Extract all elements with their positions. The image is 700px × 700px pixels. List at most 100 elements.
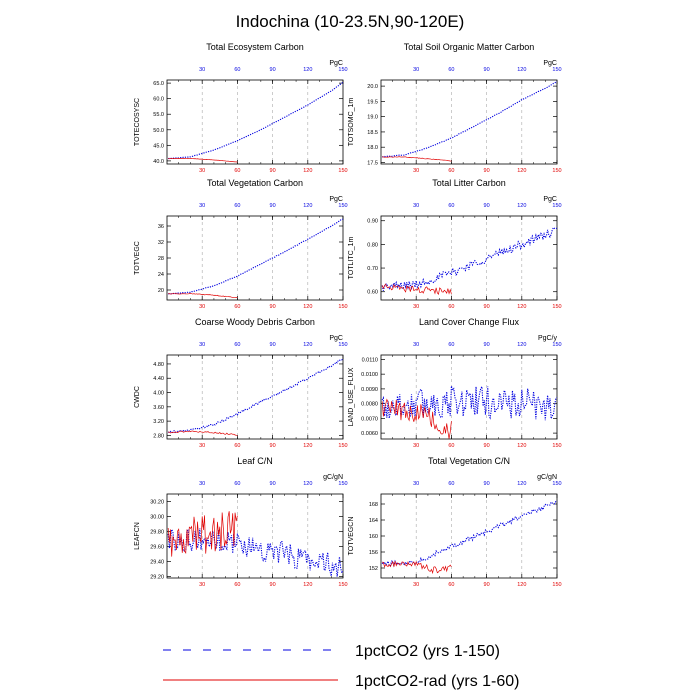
y-axis-label: CWDC (134, 386, 141, 408)
x-tick-label-top: 150 (552, 481, 561, 487)
x-tick-label-bottom: 150 (552, 168, 561, 174)
x-tick-label-bottom: 150 (552, 582, 561, 588)
unit-label: PgC/y (538, 335, 558, 342)
figure-title: Indochina (10-23.5N,90-120E) (236, 12, 465, 31)
x-tick-label-bottom: 60 (448, 304, 454, 310)
unit-label: PgC (329, 196, 343, 203)
y-axis-label: TOTECOSYSC (134, 98, 141, 146)
x-tick-label-top: 60 (234, 342, 240, 348)
x-tick-label-bottom: 120 (303, 304, 312, 310)
x-tick-label-bottom: 120 (303, 443, 312, 449)
x-tick-label-bottom: 60 (234, 304, 240, 310)
plot-frame (380, 79, 558, 165)
y-tick-label: 19.0 (367, 115, 378, 121)
legend-label-1pctCO2: 1pctCO2 (yrs 1-150) (355, 643, 500, 660)
series-line-1pctCO2 (167, 358, 343, 434)
series-line-1pctCO2-rad (168, 293, 238, 299)
y-tick-label: 50.0 (153, 128, 164, 134)
x-tick-label-top: 90 (484, 67, 490, 73)
y-tick-label: 55.0 (153, 112, 164, 118)
x-tick-label-top: 30 (413, 203, 419, 209)
x-tick-label-top: 60 (448, 67, 454, 73)
y-tick-label: 4.80 (153, 362, 164, 368)
panel-title: Total Vegetation C/N (428, 456, 510, 466)
y-tick-label: 4.00 (153, 391, 164, 397)
plot-frame (380, 493, 558, 579)
series-line-1pctCO2-rad (168, 157, 238, 163)
y-tick-label: 0.0060 (361, 431, 378, 437)
panel-totvegcn: Total Vegetation C/N gC/gN 30 30 60 60 90 90 120… (348, 456, 562, 588)
series-line-1pctCO2-rad (381, 283, 452, 295)
unit-label: PgC (543, 60, 557, 67)
panel-title: Coarse Woody Debris Carbon (195, 317, 315, 327)
x-tick-label-top: 90 (484, 481, 490, 487)
y-tick-label: 20 (158, 288, 164, 294)
x-tick-label-bottom: 30 (413, 168, 419, 174)
x-tick-label-top: 30 (413, 67, 419, 73)
x-tick-label-bottom: 60 (234, 443, 240, 449)
legend: 1pctCO2 (yrs 1-150) 1pctCO2-rad (yrs 1-6… (163, 643, 520, 690)
y-tick-label: 29.40 (150, 560, 164, 566)
x-tick-label-bottom: 90 (484, 582, 490, 588)
series-line-1pctCO2-rad (382, 560, 452, 575)
x-tick-label-top: 30 (199, 203, 205, 209)
y-tick-label: 36 (158, 224, 164, 230)
unit-label: PgC (329, 335, 343, 342)
y-tick-label: 17.5 (367, 160, 378, 166)
x-tick-label-top: 90 (270, 342, 276, 348)
x-tick-label-top: 150 (338, 342, 347, 348)
x-tick-label-bottom: 30 (413, 304, 419, 310)
series-line-1pctCO2-rad (381, 398, 452, 439)
series-line-1pctCO2-rad (168, 430, 238, 436)
plot-frame (166, 354, 344, 440)
x-tick-label-top: 30 (199, 481, 205, 487)
y-tick-label: 0.60 (367, 290, 378, 296)
x-tick-label-top: 120 (517, 481, 526, 487)
x-tick-label-top: 120 (303, 342, 312, 348)
y-axis-label: LAND_USE_FLUX (348, 367, 355, 426)
x-tick-label-top: 90 (270, 481, 276, 487)
plot-frame (380, 215, 558, 301)
y-tick-label: 4.40 (153, 376, 164, 382)
y-tick-label: 30.20 (150, 500, 164, 506)
panel-title: Land Cover Change Flux (419, 317, 520, 327)
x-tick-label-top: 60 (234, 203, 240, 209)
y-tick-label: 29.80 (150, 530, 164, 536)
x-tick-label-bottom: 30 (199, 168, 205, 174)
y-tick-label: 24 (158, 272, 164, 278)
x-tick-label-top: 60 (234, 67, 240, 73)
y-tick-label: 3.60 (153, 405, 164, 411)
y-tick-label: 30.00 (150, 515, 164, 521)
series-line-1pctCO2-rad (382, 156, 452, 162)
y-tick-label: 60.0 (153, 97, 164, 103)
x-tick-label-bottom: 60 (448, 582, 454, 588)
x-tick-label-top: 60 (448, 342, 454, 348)
x-tick-label-bottom: 90 (484, 443, 490, 449)
panel-title: Total Ecosystem Carbon (206, 42, 304, 52)
panel-cwdc: Coarse Woody Debris Carbon PgC 30 30 60 60 90 9… (134, 317, 348, 449)
plot-frame (166, 79, 344, 165)
legend-label-1pctCO2-rad: 1pctCO2-rad (yrs 1-60) (355, 673, 520, 690)
x-tick-label-bottom: 120 (517, 443, 526, 449)
panel-title: Leaf C/N (237, 456, 273, 466)
x-tick-label-bottom: 120 (303, 168, 312, 174)
x-tick-label-bottom: 120 (517, 304, 526, 310)
x-tick-label-bottom: 90 (270, 582, 276, 588)
x-tick-label-bottom: 30 (413, 582, 419, 588)
x-tick-label-bottom: 90 (270, 304, 276, 310)
y-tick-label: 40.0 (153, 159, 164, 165)
panel-title: Total Vegetation Carbon (207, 178, 303, 188)
y-tick-label: 18.0 (367, 145, 378, 151)
y-axis-label: TOTSOMC_1m (348, 98, 355, 147)
x-tick-label-top: 30 (413, 481, 419, 487)
y-tick-label: 168 (369, 502, 378, 508)
panel-totsomc-1m: Total Soil Organic Matter Carbon PgC 30 30 6… (348, 42, 562, 174)
x-tick-label-bottom: 150 (338, 443, 347, 449)
series-line-1pctCO2 (381, 384, 557, 421)
x-tick-label-top: 90 (484, 203, 490, 209)
y-tick-label: 0.0070 (361, 416, 378, 422)
panel-title: Total Litter Carbon (432, 178, 506, 188)
x-tick-label-bottom: 90 (484, 304, 490, 310)
x-tick-label-bottom: 30 (413, 443, 419, 449)
x-tick-label-bottom: 60 (448, 168, 454, 174)
